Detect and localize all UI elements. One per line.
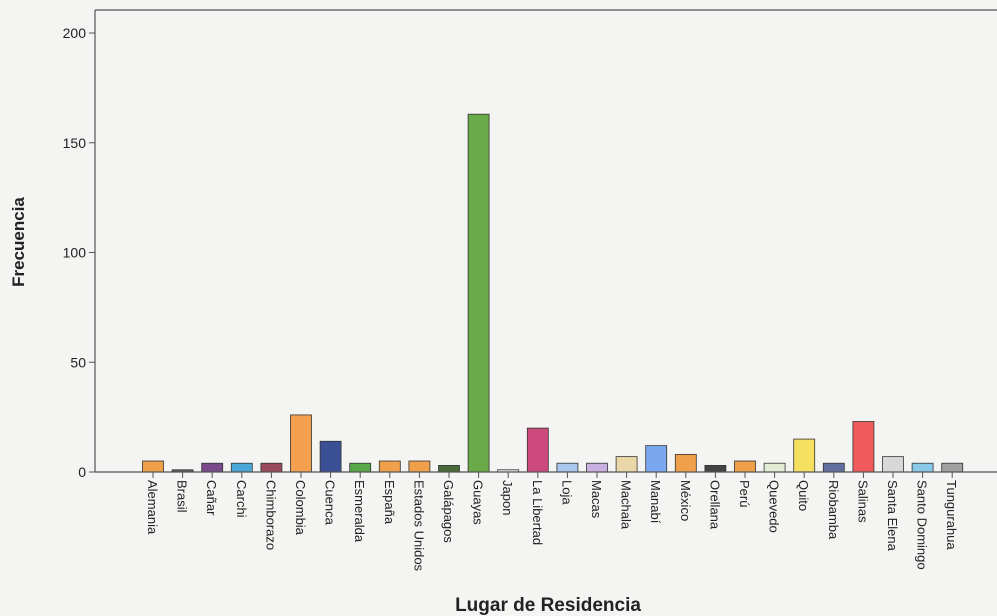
- x-tick-label: Cañar: [204, 480, 219, 516]
- bar: [674, 454, 697, 473]
- x-tick-label: Carchi: [234, 480, 249, 518]
- x-tick-label: Chimborazo: [263, 480, 278, 550]
- x-tick-label: Salinas: [855, 480, 870, 523]
- x-tick-label: Quevedo: [767, 480, 782, 533]
- bar: [319, 440, 342, 473]
- bar: [408, 460, 431, 473]
- x-axis-title: Lugar de Residencia: [455, 595, 641, 616]
- bar: [378, 460, 401, 473]
- bar: [734, 460, 756, 473]
- labels-layer: 0 50 100 150 200 Alemania Brasil Cañar Carchi Chi…: [63, 25, 960, 572]
- bar: [142, 460, 164, 473]
- axes-layer: [89, 9, 997, 478]
- x-tick-label: Alemania: [145, 480, 160, 535]
- y-tick-label: 150: [63, 135, 87, 151]
- bar: [793, 438, 816, 473]
- x-tick-label: Cuenca: [323, 480, 338, 526]
- bar: [911, 462, 934, 473]
- x-tick-label: Manabí: [648, 480, 663, 524]
- bar: [260, 462, 283, 473]
- bar: [201, 462, 224, 473]
- x-tick-label: La Libertad: [530, 480, 545, 545]
- bar: [615, 456, 638, 473]
- x-tick-label: Orellana: [707, 480, 722, 530]
- bar: [349, 462, 372, 473]
- x-tick-label: Quito: [796, 480, 811, 511]
- bar: [230, 462, 253, 473]
- bar: [586, 462, 608, 473]
- x-tick-label: Santa Elena: [885, 480, 900, 552]
- x-tick-label: Perú: [737, 480, 752, 507]
- x-tick-label: Galápagos: [441, 480, 456, 543]
- x-tick-label: Esmeralda: [352, 480, 367, 543]
- x-tick-label: España: [382, 480, 397, 525]
- x-tick-label: Guayas: [471, 480, 486, 525]
- x-tick-label: Japon: [500, 480, 515, 515]
- y-axis-title: Frecuencia: [9, 197, 28, 287]
- x-tick-label: México: [678, 480, 693, 521]
- bar: [852, 421, 875, 473]
- bar: [438, 465, 460, 473]
- bar: [556, 462, 579, 473]
- x-tick-label: Colombia: [293, 480, 308, 536]
- bar: [941, 462, 964, 473]
- x-tick-label: Brasil: [175, 480, 190, 513]
- x-tick-label: Tungurahua: [944, 480, 959, 550]
- x-tick-label: Estados Unidos: [411, 480, 426, 572]
- y-tick-label: 0: [78, 464, 86, 480]
- bar: [882, 456, 904, 473]
- y-tick-label: 200: [63, 25, 87, 41]
- x-tick-label: Santo Domingo: [915, 480, 930, 570]
- bars-layer: [142, 113, 964, 473]
- bar: [467, 113, 490, 473]
- bar: [645, 445, 668, 473]
- y-tick-label: 100: [63, 245, 87, 261]
- bar: [290, 414, 312, 473]
- x-tick-label: Machala: [619, 480, 634, 530]
- bar: [763, 462, 786, 473]
- y-tick-label: 50: [70, 354, 86, 370]
- x-tick-label: Macas: [589, 480, 604, 519]
- x-tick-label: Loja: [559, 480, 574, 505]
- bar: [526, 427, 549, 473]
- bar: [704, 465, 727, 473]
- bar: [822, 462, 845, 473]
- x-tick-label: Riobamba: [826, 480, 841, 540]
